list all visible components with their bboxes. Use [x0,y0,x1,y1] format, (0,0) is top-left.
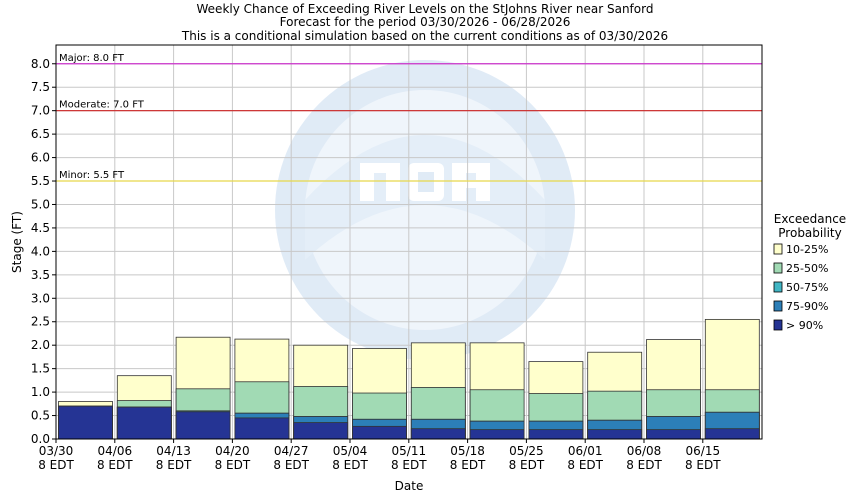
y-tick-label: 5.0 [31,197,50,211]
x-tick-date: 04/06 [98,444,133,458]
chart-title: Weekly Chance of Exceeding River Levels … [197,2,654,16]
chart-subtitle: Forecast for the period 03/30/2026 - 06/… [280,15,571,29]
legend-label: 75-90% [786,300,828,313]
x-tick-time: 8 EDT [332,458,368,472]
legend-label: > 90% [786,319,823,332]
y-tick-label: 0.5 [31,409,50,423]
bar-segment [528,429,584,440]
legend-label: 10-25% [786,243,828,256]
x-tick-date: 05/18 [450,444,485,458]
bar-segment [234,417,290,440]
x-tick-date: 05/04 [333,444,368,458]
y-tick-label: 0.0 [31,432,50,446]
bar-segment [293,422,349,440]
x-tick-time: 8 EDT [626,458,662,472]
x-tick-date: 06/15 [686,444,721,458]
x-tick-time: 8 EDT [215,458,251,472]
legend-swatch [773,319,783,331]
bar-segment [352,425,407,440]
y-tick-label: 3.0 [31,291,50,305]
noaa-logo-watermark [275,60,575,360]
y-tick-label: 1.0 [31,385,50,399]
x-tick-time: 8 EDT [38,458,74,472]
x-tick-time: 8 EDT [273,458,309,472]
legend-swatch [773,300,783,312]
x-tick-date: 05/25 [509,444,544,458]
y-tick-label: 6.0 [31,151,50,165]
bar-segment [469,429,525,440]
bar-segment [116,406,172,440]
legend: Exceedance Probability 10-25% 25-50% 50-75… [773,212,846,332]
y-tick-label: 8.0 [31,57,50,71]
x-tick-time: 8 EDT [156,458,192,472]
bar-segment [704,428,760,440]
legend-title-line-2: Probability [778,226,841,240]
x-tick-date: 05/11 [392,444,427,458]
y-tick-label: 7.5 [31,80,50,94]
legend-swatch [773,243,783,255]
legend-swatch [773,262,783,274]
x-tick-date: 04/20 [215,444,250,458]
x-tick-date: 06/01 [568,444,603,458]
x-tick-time: 8 EDT [391,458,427,472]
y-tick-label: 5.5 [31,174,50,188]
plot-border [55,44,763,440]
x-tick-date: 06/08 [627,444,662,458]
y-tick-label: 2.0 [31,338,50,352]
bar-segment [410,428,466,440]
y-tick-label: 7.0 [31,104,50,118]
flood-level-label: Moderate: 7.0 FT [59,100,145,111]
x-tick-date: 03/30 [39,444,74,458]
x-tick-time: 8 EDT [509,458,545,472]
y-tick-label: 1.5 [31,362,50,376]
y-tick-label: 2.5 [31,315,50,329]
x-tick-date: 04/27 [274,444,309,458]
flood-level-label: Major: 8.0 FT [59,53,125,64]
legend-label: 25-50% [786,262,828,275]
y-tick-label: 6.5 [31,127,50,141]
legend-swatch [773,281,783,293]
y-axis-label: Stage (FT) [10,211,24,273]
y-tick-label: 4.0 [31,244,50,258]
bar-segment [587,429,643,440]
x-axis-label: Date [395,479,424,493]
chart-subtitle-2: This is a conditional simulation based o… [181,29,668,43]
x-tick-time: 8 EDT [567,458,603,472]
bar-segment [175,411,231,440]
legend-label: 50-75% [786,281,828,294]
legend-title-line-1: Exceedance [774,212,846,226]
bar-segment [58,405,113,440]
x-tick-date: 04/13 [156,444,191,458]
x-tick-time: 8 EDT [450,458,486,472]
flood-level-label: Minor: 5.5 FT [59,170,125,181]
y-tick-label: 4.5 [31,221,50,235]
bar-segment [646,429,701,440]
x-tick-time: 8 EDT [685,458,721,472]
y-tick-label: 3.5 [31,268,50,282]
x-tick-time: 8 EDT [97,458,133,472]
